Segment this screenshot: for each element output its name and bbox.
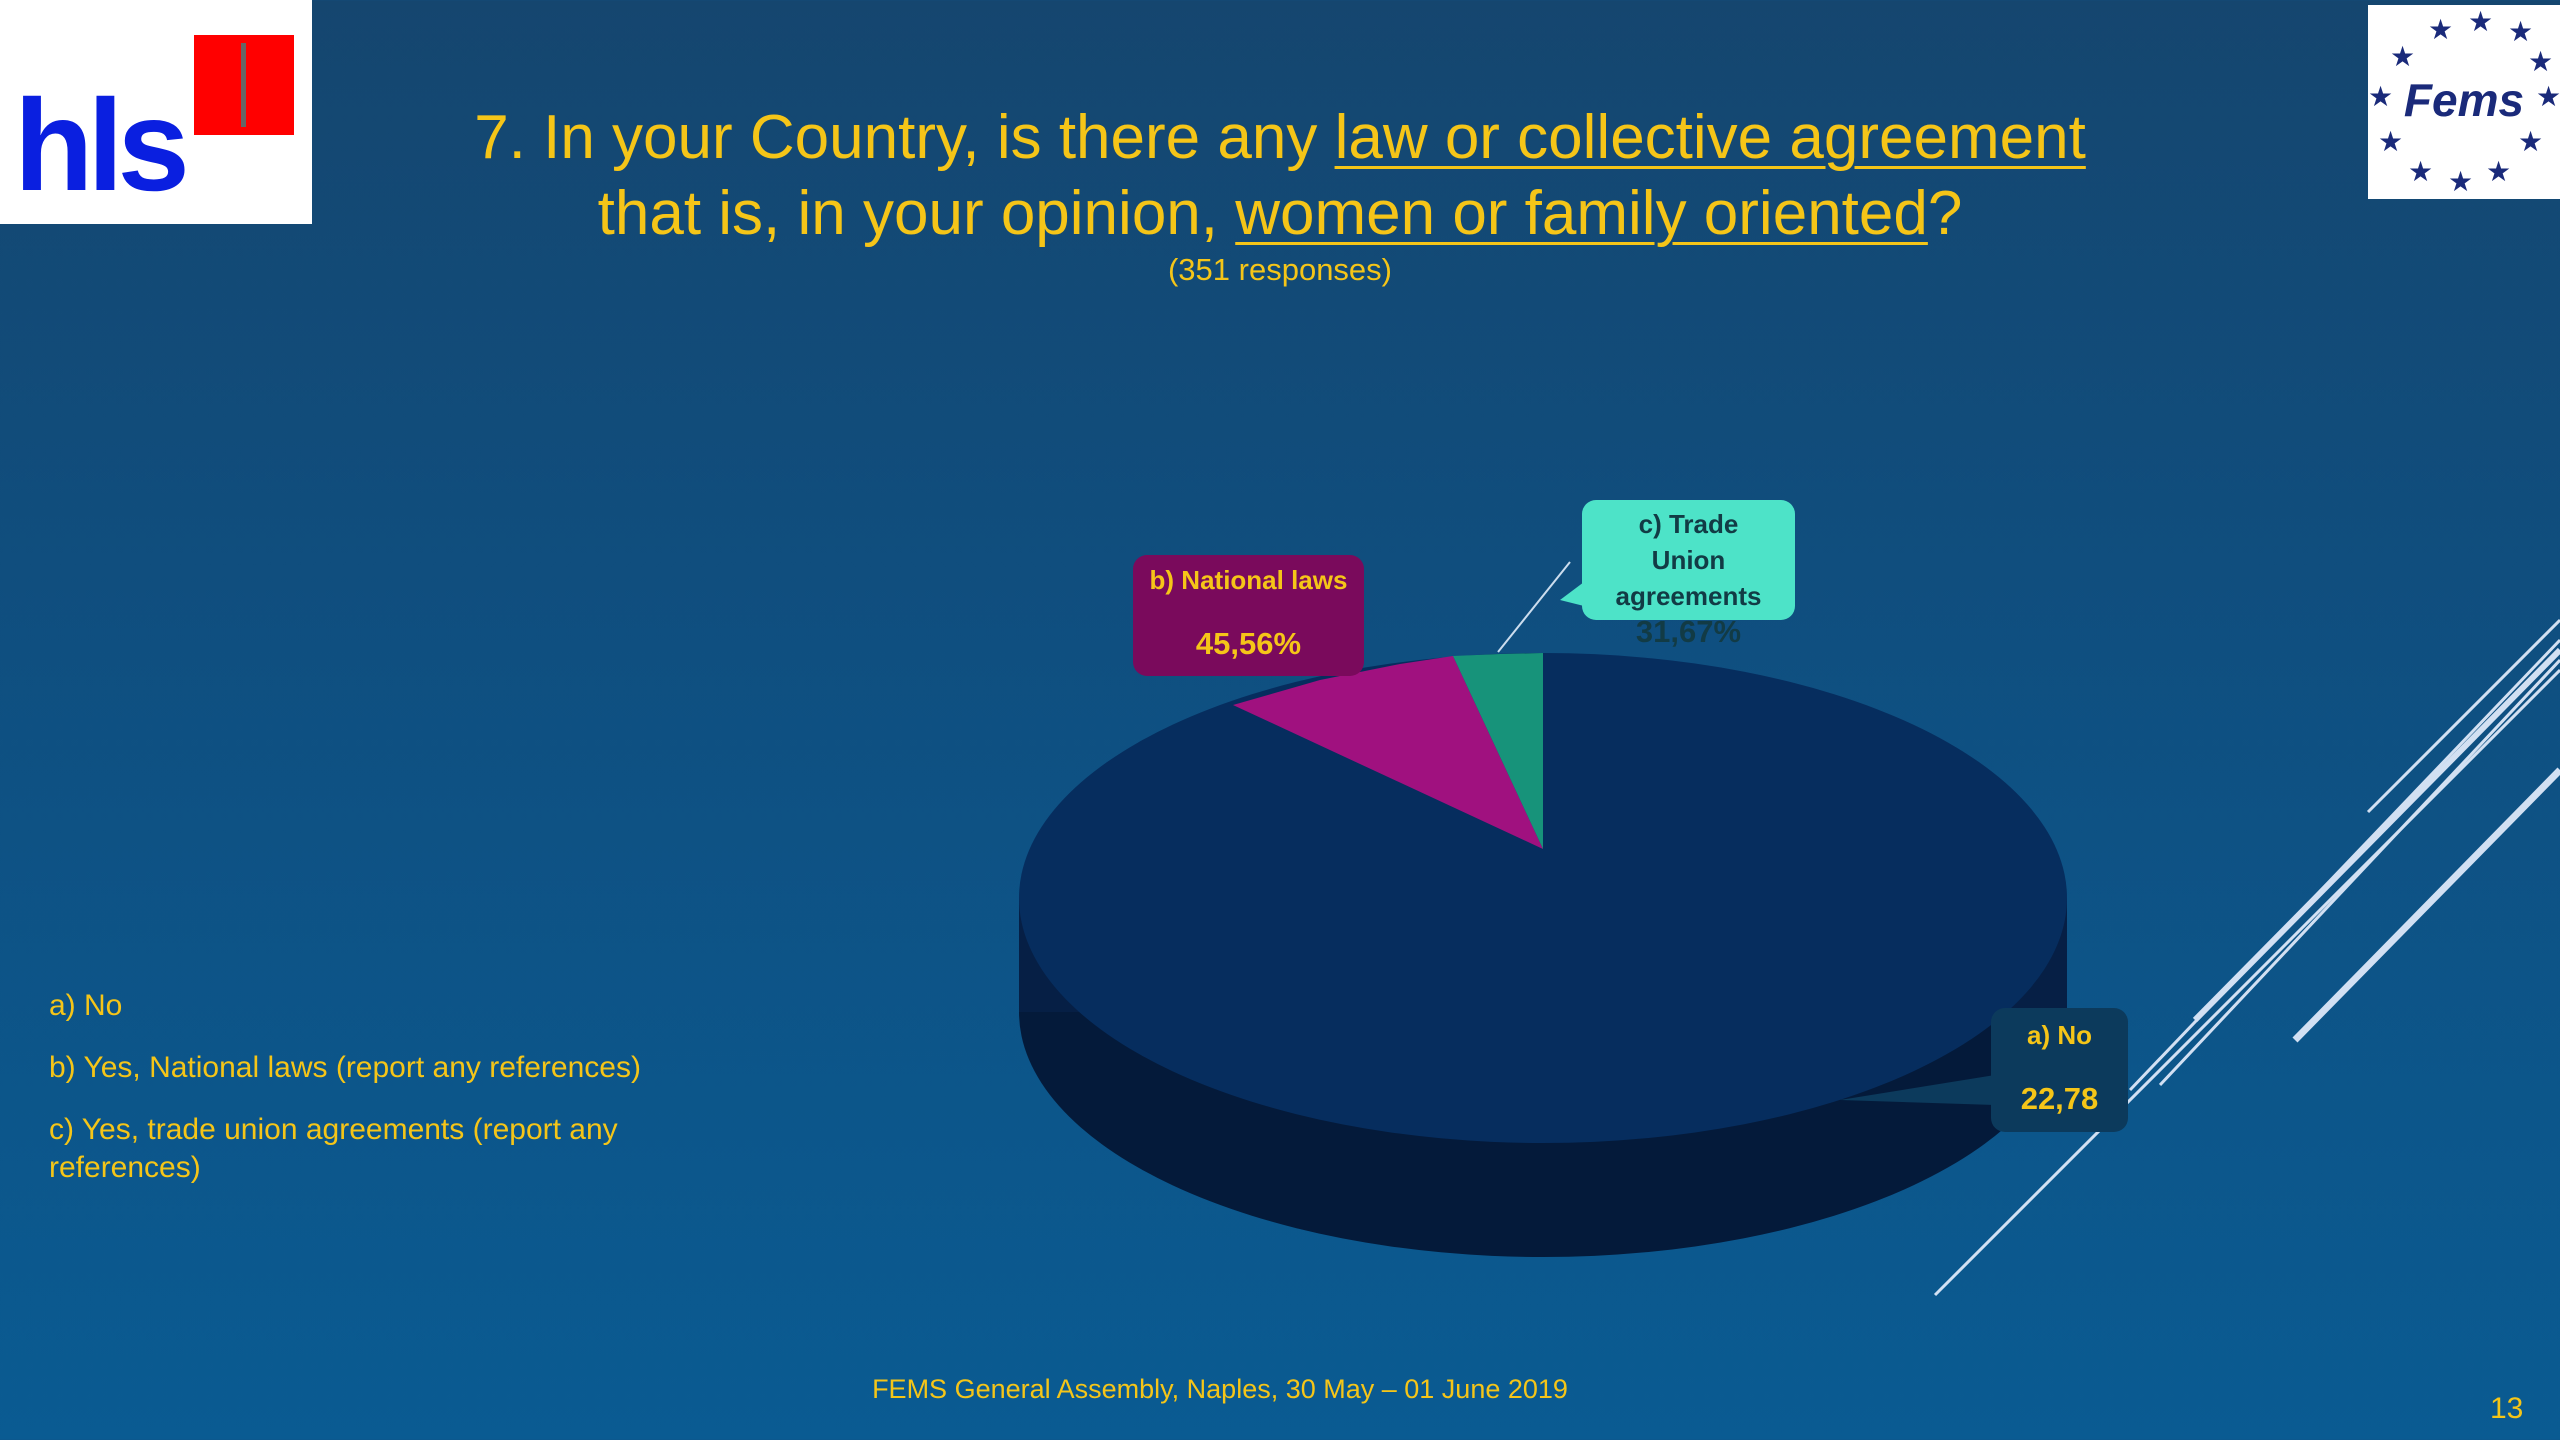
page-number: 13 (2490, 1392, 2524, 1425)
deco-line (2192, 647, 2560, 1023)
responses-count: (351 responses) (1167, 252, 1392, 287)
pie-slice-a (1019, 653, 2067, 1143)
footer: FEMS General Assembly, Naples, 30 May – … (872, 1374, 1568, 1404)
hls-logo: hls (0, 0, 312, 224)
leader-line-c (1497, 561, 1571, 653)
data-label-b: b) National laws 45,56% (1133, 555, 1364, 676)
legend-item-b: b) Yes, National laws (report any refere… (49, 1051, 641, 1084)
data-label-a: a) No 22,78 (1991, 1008, 2128, 1132)
fems-logo: ★ ★ ★ ★ ★ ★ ★ ★ ★ ★ ★ ★ Fems (2368, 5, 2560, 199)
data-label-c: c) Trade Union agreements 31,67% (1582, 500, 1795, 649)
legend-item-a: a) No (49, 989, 123, 1022)
slide-title: 7. In your Country, is there any law or … (474, 103, 2086, 248)
deco-line (2366, 618, 2560, 814)
pie-slice-c (1453, 653, 1543, 849)
legend-item-c: c) Yes, trade union agreements (report a… (49, 1113, 618, 1184)
deco-line (1933, 668, 2560, 1297)
deco-line (2292, 767, 2560, 1043)
pie-slice-b (1233, 656, 1543, 849)
deco-line (2158, 658, 2560, 1087)
